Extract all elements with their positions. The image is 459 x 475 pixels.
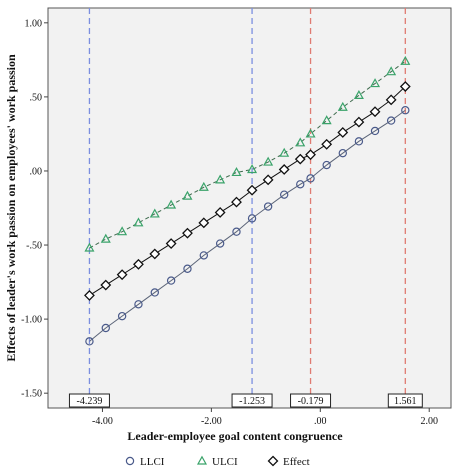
x-tick-label: -4.00 (92, 416, 113, 427)
effect-point (399, 81, 411, 92)
effect-point (321, 138, 333, 150)
effect-point (246, 184, 258, 196)
effect-point (165, 238, 177, 249)
effect-point (231, 196, 242, 208)
reference-label: -1.253 (239, 396, 265, 407)
llci-point (232, 227, 241, 236)
legend: LLCI ULCI Effect (125, 455, 310, 468)
llci-line (89, 109, 406, 342)
effect-point (294, 153, 306, 165)
y-tick-label: -.50 (26, 241, 42, 252)
legend-label: LLCI (140, 456, 165, 468)
llci-point (401, 106, 410, 115)
llci-point (354, 137, 364, 146)
reference-line-labels: -4.239 -1.253 -0.179 1.561 (68, 393, 423, 408)
ulci-point (337, 101, 348, 111)
legend-label: Effect (283, 456, 310, 468)
y-tick-label: .00 (30, 166, 43, 177)
y-tick-label: 1.00 (25, 18, 43, 29)
ulci-point (386, 66, 397, 76)
ulci-legend-marker (196, 455, 208, 465)
llci-point (322, 160, 331, 170)
ulci-point (149, 208, 160, 218)
x-axis-label: Leader-employee goal content congruence (127, 429, 343, 443)
ulci-point (353, 89, 364, 100)
effect-point (369, 106, 381, 118)
x-tick-label: .00 (314, 416, 327, 427)
ulci-point (247, 164, 258, 174)
effect-point (305, 149, 316, 161)
effect-point (353, 116, 365, 128)
reference-label: -4.239 (77, 396, 103, 407)
effect-point (116, 269, 128, 281)
reference-label-box (231, 393, 273, 408)
llci-point (306, 174, 315, 183)
ulci-point (263, 156, 274, 166)
llci-point (85, 337, 94, 346)
llci-point (166, 276, 176, 285)
y-axis-ticks: 1.00 .50 .00 -.50 -1.00 -1.50 (21, 18, 48, 400)
llci-point (183, 264, 192, 273)
ulci-point (166, 199, 177, 209)
llci-point (134, 300, 143, 309)
reference-label-box (290, 393, 332, 408)
ulci-point (305, 128, 316, 138)
ulci-point (231, 167, 242, 177)
llci-point (386, 116, 396, 125)
ulci-point (117, 226, 128, 236)
ulci-point (182, 190, 193, 200)
effect-point (100, 279, 112, 291)
y-tick-label: .50 (30, 92, 43, 103)
x-tick-label: 2.00 (420, 416, 438, 427)
x-tick-label: -2.00 (201, 416, 222, 427)
llci-point (370, 126, 380, 136)
llci-point (199, 251, 209, 260)
effect-point (214, 207, 226, 218)
ulci-point (400, 55, 411, 65)
effect-point (182, 227, 193, 239)
ulci-point (295, 137, 306, 147)
plot-area (47, 7, 452, 409)
effect-point (262, 174, 274, 186)
effect-point (385, 94, 397, 106)
ulci-point (321, 115, 332, 125)
y-axis-label: Effects of leader's work passion on empl… (4, 54, 18, 362)
ulci-point (100, 233, 111, 243)
effect-point (278, 164, 290, 175)
reference-label: -0.179 (298, 396, 324, 407)
ulci-point (84, 242, 95, 252)
llci-point (296, 180, 305, 189)
ulci-point (215, 174, 226, 184)
effect-point (84, 289, 95, 301)
y-tick-label: -1.00 (21, 315, 42, 326)
effect-point (337, 127, 349, 138)
llci-point (263, 202, 273, 211)
llci-point (117, 311, 127, 321)
reference-label-box (68, 393, 110, 408)
ulci-point (370, 78, 381, 88)
ulci-point (133, 217, 144, 227)
effect-legend-marker (267, 455, 279, 467)
y-tick-label: -1.50 (21, 389, 42, 400)
ulci-point (279, 147, 290, 157)
effect-point (198, 217, 210, 229)
llci-point (101, 323, 110, 333)
effect-point (133, 258, 144, 270)
llci-point (279, 190, 289, 199)
reference-label: 1.561 (394, 396, 417, 407)
llci-point (150, 288, 159, 297)
effect-point (149, 248, 161, 260)
llci-point (215, 239, 225, 248)
ulci-point (198, 181, 209, 191)
llci-point (338, 148, 347, 158)
llci-point (247, 214, 257, 223)
reference-label-box (387, 393, 423, 408)
llci-legend-marker (125, 456, 135, 466)
x-axis-ticks: -4.00 -2.00 .00 2.00 (92, 408, 438, 427)
legend-label: ULCI (212, 456, 238, 468)
series-group (84, 55, 411, 346)
